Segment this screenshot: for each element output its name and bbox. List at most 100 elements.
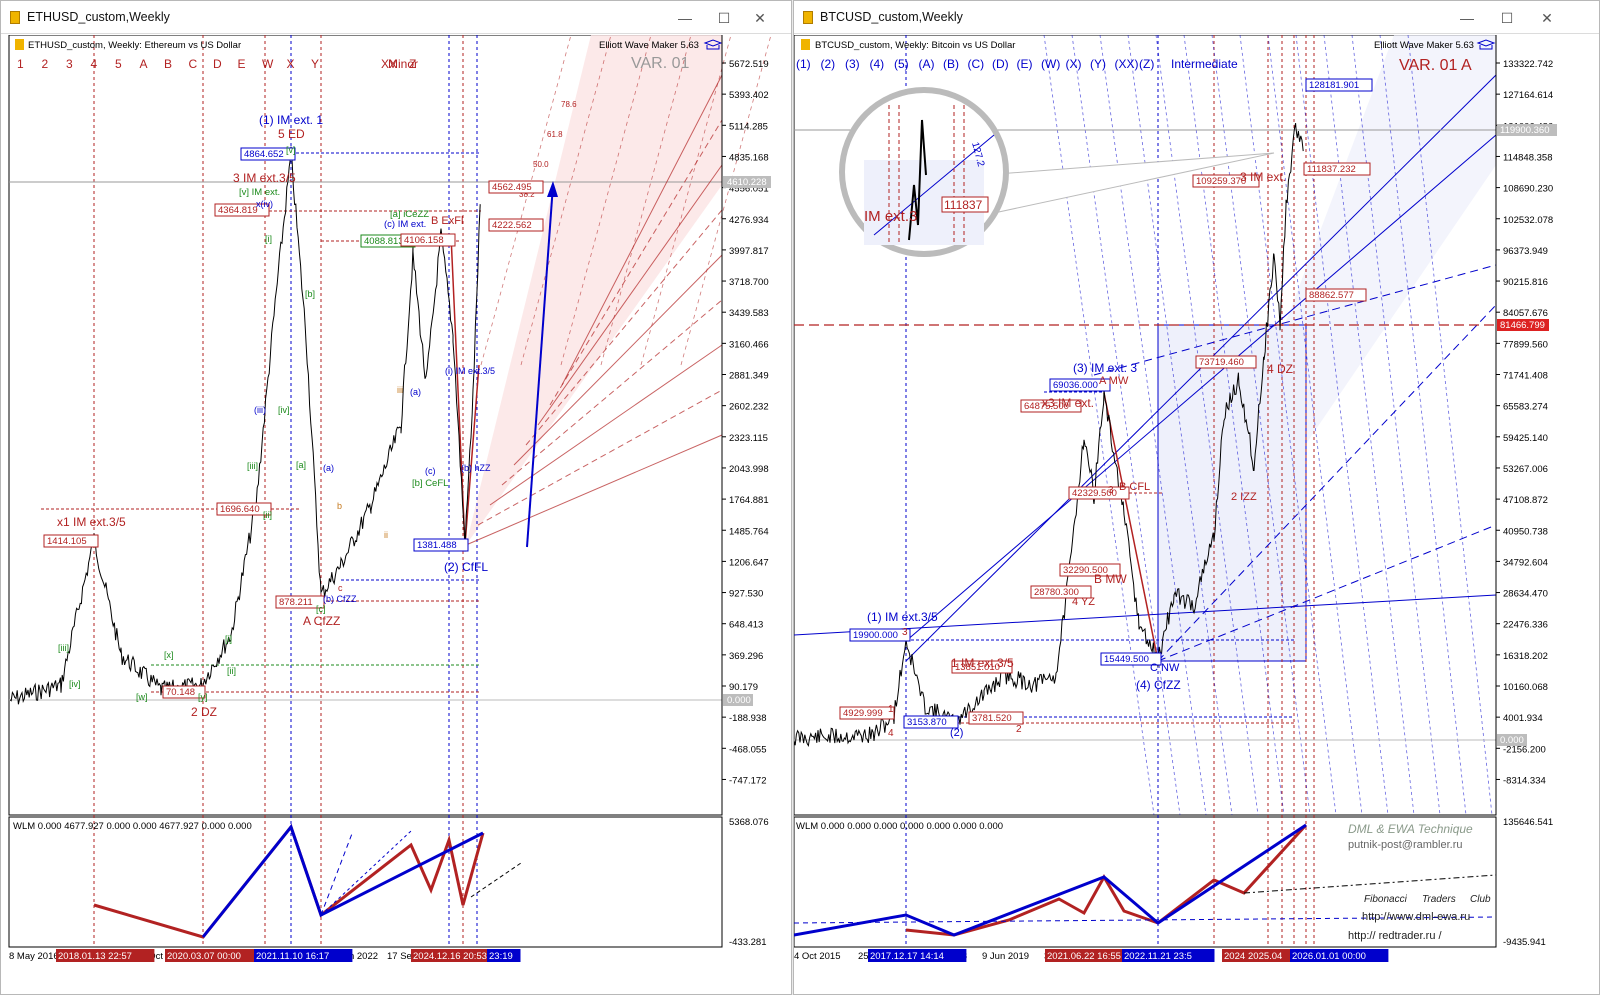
eth-chart-canvas[interactable]: 78.6 61.8 50.0 38.2 ETHUSD_custom, Weekly: E… (1, 35, 791, 995)
key-level-box (1497, 319, 1549, 331)
wave-button-(3)[interactable]: (3) (845, 57, 860, 71)
wave-button-B[interactable]: B (164, 57, 172, 71)
fib-ray (1155, 35, 1259, 816)
minimize-icon[interactable]: — (1460, 10, 1474, 26)
degree-selector[interactable]: Intermediate (1171, 57, 1238, 71)
wave-button-4[interactable]: 4 (91, 57, 98, 71)
wave-label: [i] (225, 634, 232, 644)
close-icon[interactable]: ✕ (1541, 10, 1553, 26)
indicator-fan-line (320, 830, 412, 916)
wave-button-(A)[interactable]: (A) (919, 57, 935, 71)
wave-button-Z[interactable]: Z (409, 57, 416, 71)
price-tag (1305, 78, 1373, 92)
maximize-icon[interactable]: ☐ (717, 10, 731, 26)
price-tag (1303, 162, 1371, 176)
wave-label: A MW (1099, 375, 1129, 387)
degree-selector[interactable]: Minor (388, 57, 418, 71)
price-axis-label: 3160.466 (729, 339, 769, 350)
magnifier-line (873, 134, 995, 236)
wave-label: [i] (265, 234, 272, 244)
indicator-projection-line (794, 916, 1497, 924)
time-axis-label: 25 (858, 951, 869, 962)
price-axis-label: 5672.519 (729, 59, 769, 70)
wave-button-(D)[interactable]: (D) (992, 57, 1009, 71)
maximize-icon[interactable]: ☐ (1500, 10, 1514, 26)
wave-button-(Z)[interactable]: (Z) (1139, 57, 1154, 71)
wave-label: C NW (1150, 662, 1180, 674)
wave-button-(1)[interactable]: (1) (796, 57, 811, 71)
wave-button-A[interactable]: A (140, 57, 148, 71)
eth-chart-window[interactable]: ETHUSD_custom,Weekly — ☐ ✕ 78.6 61.8 50.0 3… (0, 0, 792, 995)
wave-button-(5)[interactable]: (5) (894, 57, 909, 71)
graduation-cap-icon (1476, 39, 1496, 50)
price-axis-label: 53267.006 (1503, 464, 1548, 475)
fib-level-label: 50.0 (533, 160, 549, 169)
wave-button-W[interactable]: W (262, 57, 274, 71)
minimize-icon[interactable]: — (678, 10, 692, 26)
price-tag-text: 1696.640 (220, 504, 260, 515)
wave-button-1[interactable]: 1 (17, 57, 24, 71)
price-axis-label: 4001.934 (1503, 713, 1543, 724)
wave-button-(B)[interactable]: (B) (943, 57, 959, 71)
wave-button-Y[interactable]: Y (311, 57, 319, 71)
wave-button-D[interactable]: D (213, 57, 222, 71)
wave-button-(Y)[interactable]: (Y) (1090, 57, 1106, 71)
eth-window-title: ETHUSD_custom,Weekly (27, 10, 170, 24)
price-axis-label: 102532.078 (1503, 215, 1553, 226)
wave-button-C[interactable]: C (189, 57, 198, 71)
wave-button-2[interactable]: 2 (42, 57, 49, 71)
price-tag (903, 715, 959, 729)
wave-button-(2)[interactable]: (2) (821, 57, 836, 71)
wave-label: (a) (410, 387, 421, 397)
wave-button-(4)[interactable]: (4) (870, 57, 885, 71)
price-axis-label: 648.413 (729, 620, 763, 631)
eth-window-titlebar[interactable]: ETHUSD_custom,Weekly — ☐ ✕ (1, 1, 791, 34)
chart-header: BTCUSD_custom, Weekly: Bitcoin vs US Dol… (815, 40, 1015, 51)
wave-label: A CfZZ (303, 614, 340, 628)
price-axis-label: -8314.334 (1503, 775, 1546, 786)
btc-chart-canvas[interactable]: BTCUSD_custom, Weekly: Bitcoin vs US Dol… (794, 35, 1599, 995)
wave-button-E[interactable]: E (238, 57, 246, 71)
wave-label: (4) CfZZ (1136, 678, 1181, 692)
price-tag-text: 3153.870 (907, 717, 947, 728)
graduation-cap-icon (703, 39, 723, 50)
price-tag (43, 534, 99, 548)
fib-ray (1267, 35, 1363, 816)
btc-window-titlebar[interactable]: BTCUSD_custom,Weekly — ☐ ✕ (794, 1, 1599, 34)
wave-button-(XX)[interactable]: (XX) (1115, 57, 1139, 71)
wave-button-5[interactable]: 5 (115, 57, 122, 71)
wave-label: 3 (902, 627, 908, 638)
chart-header: ETHUSD_custom, Weekly: Ethereum vs US Do… (28, 40, 241, 51)
price-tag-text: 4929.999 (843, 708, 883, 719)
magnifier-series (908, 119, 927, 241)
fib-level-label: 38.2 (519, 190, 535, 199)
wave-button-(C)[interactable]: (C) (968, 57, 985, 71)
wave-label: (c) IM ext. (384, 219, 426, 230)
price-axis-label: 114848.358 (1503, 152, 1553, 163)
fib-ray (1043, 35, 1155, 816)
wave-button-(E)[interactable]: (E) (1017, 57, 1033, 71)
wave-label: (iii) (254, 405, 266, 415)
wave-button-3[interactable]: 3 (66, 57, 73, 71)
price-axis-label: 4276.934 (729, 215, 769, 226)
price-axis-label: 1764.881 (729, 495, 769, 506)
close-icon[interactable]: ✕ (754, 10, 766, 26)
channel-line (794, 594, 1497, 636)
wave-button-XX[interactable]: XX (381, 57, 397, 71)
indicator-axis-top: 5368.076 (729, 817, 769, 828)
price-tag-text: 4364.819 (218, 205, 258, 216)
price-axis-label: 3718.700 (729, 277, 769, 288)
date-marker-text: 2026.01.01 00:00 (1292, 951, 1366, 962)
btc-chart-window[interactable]: BTCUSD_custom,Weekly — ☐ ✕ BTCUSD_custom… (793, 0, 1600, 995)
symbol-icon (15, 39, 24, 50)
price-tag-text: 19900.000 (853, 630, 898, 641)
indicator-fan-line (320, 830, 354, 916)
price-tag-text: 1414.105 (47, 536, 87, 547)
wave-label: 2 DZ (191, 705, 217, 719)
wave-label: B ExFl (431, 215, 463, 227)
wave-button-(X)[interactable]: (X) (1066, 57, 1082, 71)
wave-button-X[interactable]: X (287, 57, 295, 71)
fib-ray (1351, 35, 1441, 816)
wave-button-(W)[interactable]: (W) (1041, 57, 1060, 71)
price-axis-label: 59425.140 (1503, 433, 1548, 444)
